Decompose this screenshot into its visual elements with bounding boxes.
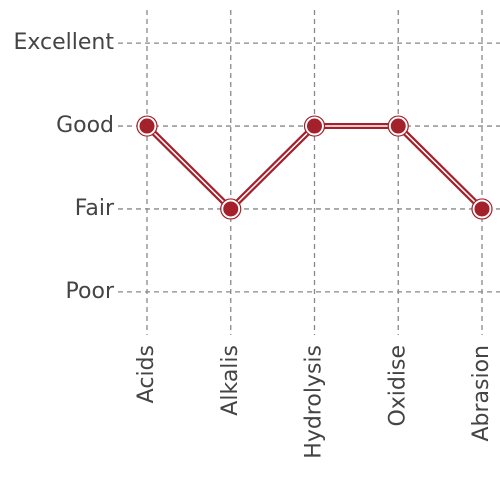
marker-ring	[471, 198, 493, 220]
y-tick-label: Good	[56, 113, 114, 138]
marker	[305, 116, 324, 136]
y-tick-label: Excellent	[14, 30, 115, 55]
x-tick-label: Abrasion	[469, 345, 494, 442]
marker-ring	[303, 115, 326, 137]
marker-ring	[136, 115, 158, 137]
marker	[388, 116, 408, 136]
x-tick-label: Oxidise	[385, 345, 410, 427]
marker	[472, 199, 492, 219]
y-tick-label: Poor	[66, 279, 115, 304]
y-tick-label: Fair	[75, 196, 115, 221]
marker-ring	[387, 115, 409, 137]
marker	[221, 199, 241, 219]
x-tick-label: Acids	[134, 345, 159, 403]
x-tick-label: Hydrolysis	[302, 345, 327, 459]
marker	[137, 116, 157, 136]
x-tick-label: Alkalis	[218, 345, 243, 416]
marker-ring	[220, 198, 242, 220]
